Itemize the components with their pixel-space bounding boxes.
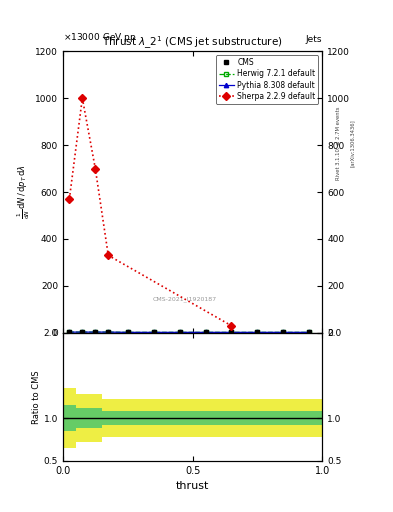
Y-axis label: $\frac{1}{\mathrm{d}N}\,\mathrm{d}N\,/\,\mathrm{d}p_T\,\mathrm{d}\lambda$: $\frac{1}{\mathrm{d}N}\,\mathrm{d}N\,/\,…	[16, 164, 32, 220]
Pythia 8.308 default	[67, 329, 72, 335]
Title: Thrust $\lambda\_2^1$ (CMS jet substructure): Thrust $\lambda\_2^1$ (CMS jet substruct…	[102, 34, 283, 51]
Herwig 7.2.1 default	[307, 329, 312, 335]
CMS	[125, 329, 130, 335]
Herwig 7.2.1 default	[125, 329, 130, 335]
Herwig 7.2.1 default	[93, 329, 98, 335]
Herwig 7.2.1 default	[80, 329, 85, 335]
Legend: CMS, Herwig 7.2.1 default, Pythia 8.308 default, Sherpa 2.2.9 default: CMS, Herwig 7.2.1 default, Pythia 8.308 …	[216, 55, 318, 104]
CMS	[203, 329, 208, 335]
Herwig 7.2.1 default	[106, 329, 111, 335]
CMS	[151, 329, 156, 335]
Herwig 7.2.1 default	[177, 329, 182, 335]
Pythia 8.308 default	[281, 329, 286, 335]
Pythia 8.308 default	[93, 329, 98, 335]
CMS	[307, 329, 312, 335]
CMS	[93, 329, 98, 335]
CMS	[80, 329, 85, 335]
Sherpa 2.2.9 default	[93, 165, 98, 172]
Sherpa 2.2.9 default	[106, 252, 111, 259]
Herwig 7.2.1 default	[151, 329, 156, 335]
Herwig 7.2.1 default	[255, 329, 260, 335]
Herwig 7.2.1 default	[203, 329, 208, 335]
CMS	[106, 329, 111, 335]
Sherpa 2.2.9 default	[80, 95, 85, 101]
Text: [arXiv:1306.3436]: [arXiv:1306.3436]	[350, 119, 355, 167]
Line: Pythia 8.308 default: Pythia 8.308 default	[67, 330, 312, 335]
Pythia 8.308 default	[125, 329, 130, 335]
CMS	[281, 329, 286, 335]
Pythia 8.308 default	[177, 329, 182, 335]
CMS	[229, 329, 234, 335]
Line: Herwig 7.2.1 default: Herwig 7.2.1 default	[67, 330, 312, 335]
Pythia 8.308 default	[151, 329, 156, 335]
Pythia 8.308 default	[203, 329, 208, 335]
Line: Sherpa 2.2.9 default: Sherpa 2.2.9 default	[66, 95, 234, 329]
CMS	[255, 329, 260, 335]
Text: $\times$13000 GeV pp: $\times$13000 GeV pp	[63, 31, 136, 44]
Sherpa 2.2.9 default	[229, 323, 234, 329]
Herwig 7.2.1 default	[229, 329, 234, 335]
Pythia 8.308 default	[307, 329, 312, 335]
Pythia 8.308 default	[255, 329, 260, 335]
CMS	[67, 329, 72, 335]
Y-axis label: Ratio to CMS: Ratio to CMS	[32, 370, 41, 423]
Pythia 8.308 default	[106, 329, 111, 335]
Line: CMS: CMS	[67, 330, 312, 335]
Text: CMS-2021_I1920187: CMS-2021_I1920187	[153, 296, 217, 302]
Pythia 8.308 default	[80, 329, 85, 335]
Herwig 7.2.1 default	[67, 329, 72, 335]
CMS	[177, 329, 182, 335]
Text: Jets: Jets	[306, 34, 322, 44]
Pythia 8.308 default	[229, 329, 234, 335]
Sherpa 2.2.9 default	[67, 196, 72, 202]
Text: Rivet 3.1.10, ≥ 2.7M events: Rivet 3.1.10, ≥ 2.7M events	[336, 106, 341, 180]
X-axis label: thrust: thrust	[176, 481, 209, 491]
Herwig 7.2.1 default	[281, 329, 286, 335]
